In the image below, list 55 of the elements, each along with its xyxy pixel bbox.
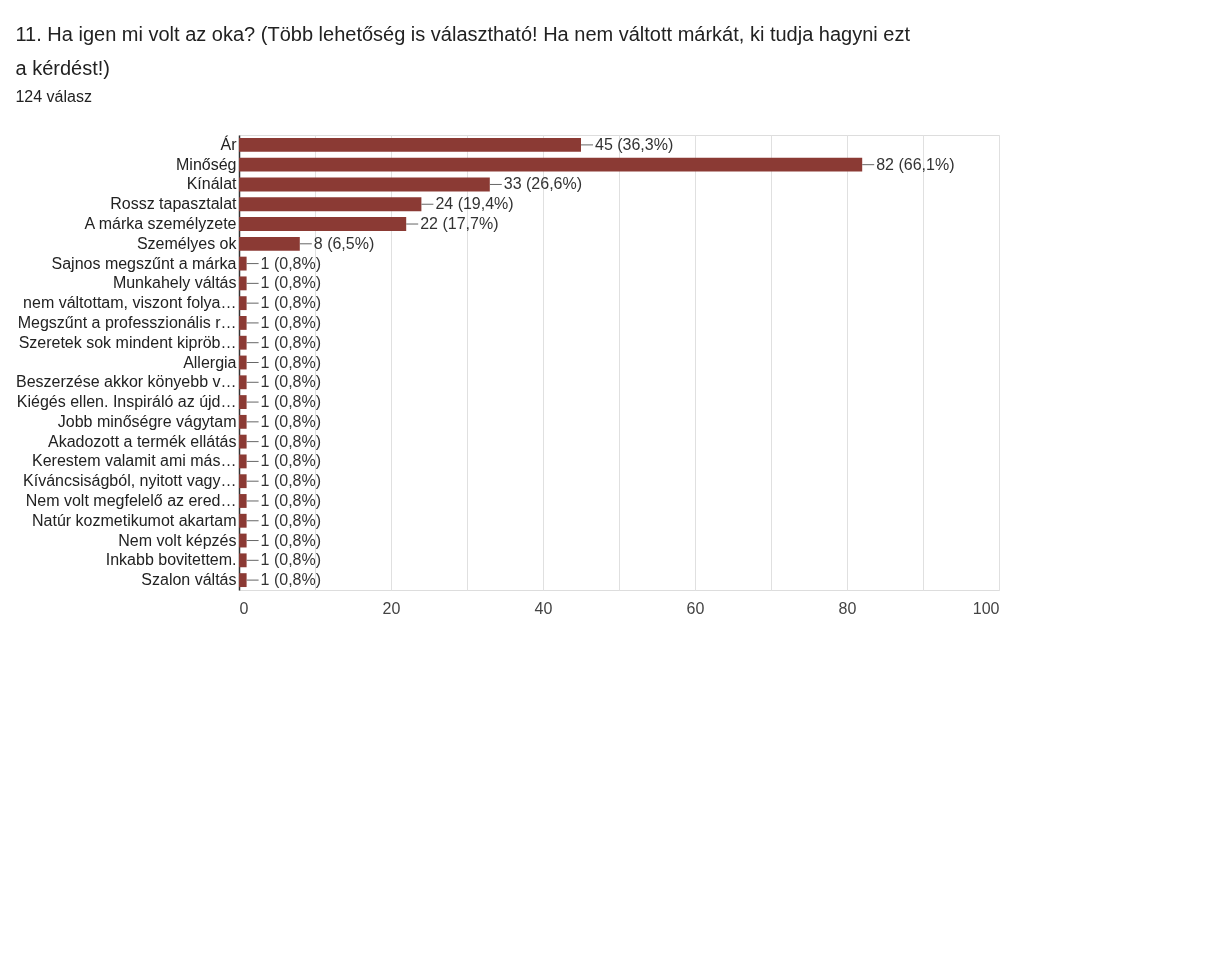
y-tick-label: Natúr kozmetikumot akartam bbox=[31, 511, 237, 529]
x-tick-label: 80 bbox=[838, 599, 857, 617]
data-label: 1 (0,8%) bbox=[260, 412, 322, 430]
y-tick-label: Sajnos megszűnt a márka bbox=[51, 254, 237, 272]
x-tick-label: 100 bbox=[972, 599, 1000, 617]
data-label: 1 (0,8%) bbox=[260, 313, 322, 331]
x-tick-label: 40 bbox=[534, 599, 553, 617]
y-tick-label: Kiégés ellen. Inspiráló az újd… bbox=[16, 393, 237, 411]
data-label: 33 (26,6%) bbox=[503, 175, 583, 193]
data-label: 1 (0,8%) bbox=[260, 373, 322, 391]
data-label: 1 (0,8%) bbox=[260, 452, 322, 470]
data-label: 45 (36,3%) bbox=[595, 135, 674, 153]
data-label: 1 (0,8%) bbox=[260, 333, 322, 351]
data-label: 82 (66,1%) bbox=[876, 155, 955, 173]
y-tick-label: Szeretek sok mindent kipröb… bbox=[18, 333, 237, 351]
data-label: 24 (19,4%) bbox=[435, 195, 514, 213]
y-tick-label: Minőség bbox=[176, 155, 237, 173]
data-label: 22 (17,7%) bbox=[420, 215, 499, 233]
data-label: 1 (0,8%) bbox=[260, 571, 322, 589]
data-label: 8 (6,5%) bbox=[313, 234, 375, 252]
y-tick-label: Kíváncsiságból, nyitott vagy… bbox=[23, 472, 237, 490]
x-tick-label: 60 bbox=[686, 599, 705, 617]
y-tick-label: A márka személyzete bbox=[84, 215, 237, 233]
y-tick-label: Munkahely váltás bbox=[112, 274, 237, 292]
y-tick-label: Személyes ok bbox=[136, 234, 238, 252]
text: 11. Ha igen mi volt az oka? (Több lehetőség is választható! Ha nem váltott márkát, ki tudja hagyni ezt bbox=[15, 23, 910, 45]
data-label: 1 (0,8%) bbox=[260, 274, 322, 292]
data-label: 1 (0,8%) bbox=[260, 432, 322, 450]
data-label: 1 (0,8%) bbox=[260, 511, 322, 529]
x-tick-label: 0 bbox=[239, 599, 249, 617]
text: 124 válasz bbox=[15, 88, 92, 105]
y-tick-label: Inkabb bovitettem. bbox=[105, 551, 237, 569]
data-label: 1 (0,8%) bbox=[260, 472, 322, 490]
y-tick-label: Allergia bbox=[183, 353, 237, 371]
y-tick-label: Ár bbox=[220, 134, 238, 153]
y-tick-label: Rossz tapasztalat bbox=[110, 195, 238, 213]
y-tick-label: Beszerzése akkor könyebb v… bbox=[15, 373, 237, 391]
y-tick-label: Nem volt megfelelő az ered… bbox=[25, 491, 237, 509]
data-label: 1 (0,8%) bbox=[260, 393, 322, 411]
y-tick-label: Jobb minőségre vágytam bbox=[57, 412, 237, 430]
data-label: 1 (0,8%) bbox=[260, 491, 322, 509]
data-label: 1 (0,8%) bbox=[260, 294, 322, 312]
data-label: 1 (0,8%) bbox=[260, 254, 322, 272]
data-label: 1 (0,8%) bbox=[260, 353, 322, 371]
y-tick-label: Kínálat bbox=[186, 175, 238, 193]
y-tick-label: Megszűnt a professzionális r… bbox=[17, 313, 237, 331]
y-tick-label: nem váltottam, viszont folya… bbox=[23, 294, 237, 312]
text: a kérdést!) bbox=[15, 57, 110, 79]
x-tick-label: 20 bbox=[382, 599, 401, 617]
y-tick-label: Nem volt képzés bbox=[118, 531, 237, 549]
y-tick-label: Akadozott a termék ellátás bbox=[47, 432, 237, 450]
data-label: 1 (0,8%) bbox=[260, 551, 322, 569]
data-label: 1 (0,8%) bbox=[260, 531, 322, 549]
y-tick-label: Szalon váltás bbox=[141, 571, 237, 589]
y-tick-label: Kerestem valamit ami más… bbox=[32, 452, 237, 470]
